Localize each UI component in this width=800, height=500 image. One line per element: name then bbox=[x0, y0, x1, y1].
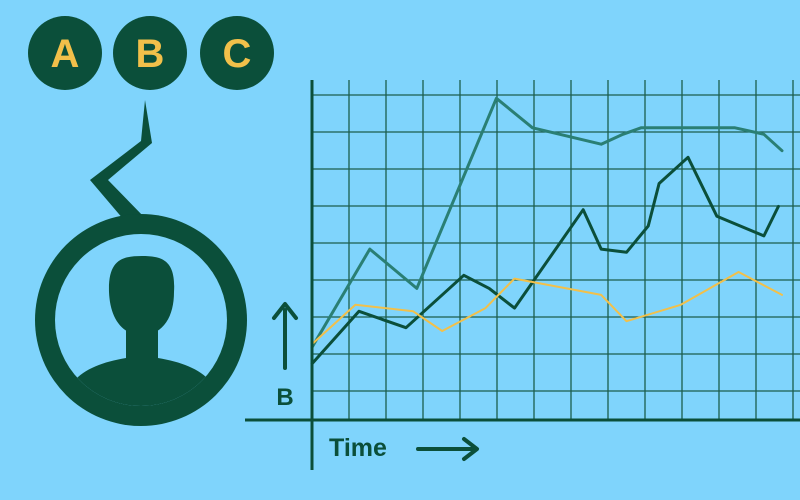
option-label-b: B bbox=[136, 32, 165, 76]
series-line-1 bbox=[310, 96, 784, 349]
speech-bubble-tail bbox=[90, 100, 152, 220]
series-line-3 bbox=[311, 271, 783, 346]
option-label-c: C bbox=[223, 32, 252, 76]
option-label-a: A bbox=[51, 32, 80, 76]
chart-axes bbox=[245, 80, 800, 470]
option-circle-a bbox=[28, 16, 102, 90]
y-axis-arrow bbox=[272, 302, 298, 370]
series-line-2 bbox=[310, 155, 780, 366]
line-chart: B Time bbox=[245, 80, 800, 470]
option-circles: A B C bbox=[28, 16, 274, 90]
x-axis-arrow bbox=[416, 437, 479, 461]
x-axis-label: Time bbox=[329, 434, 387, 462]
y-axis-label: B bbox=[276, 384, 293, 411]
chart-series bbox=[310, 96, 784, 366]
option-circle-b bbox=[113, 16, 187, 90]
person-avatar-icon bbox=[35, 214, 247, 426]
option-circle-c bbox=[200, 16, 274, 90]
